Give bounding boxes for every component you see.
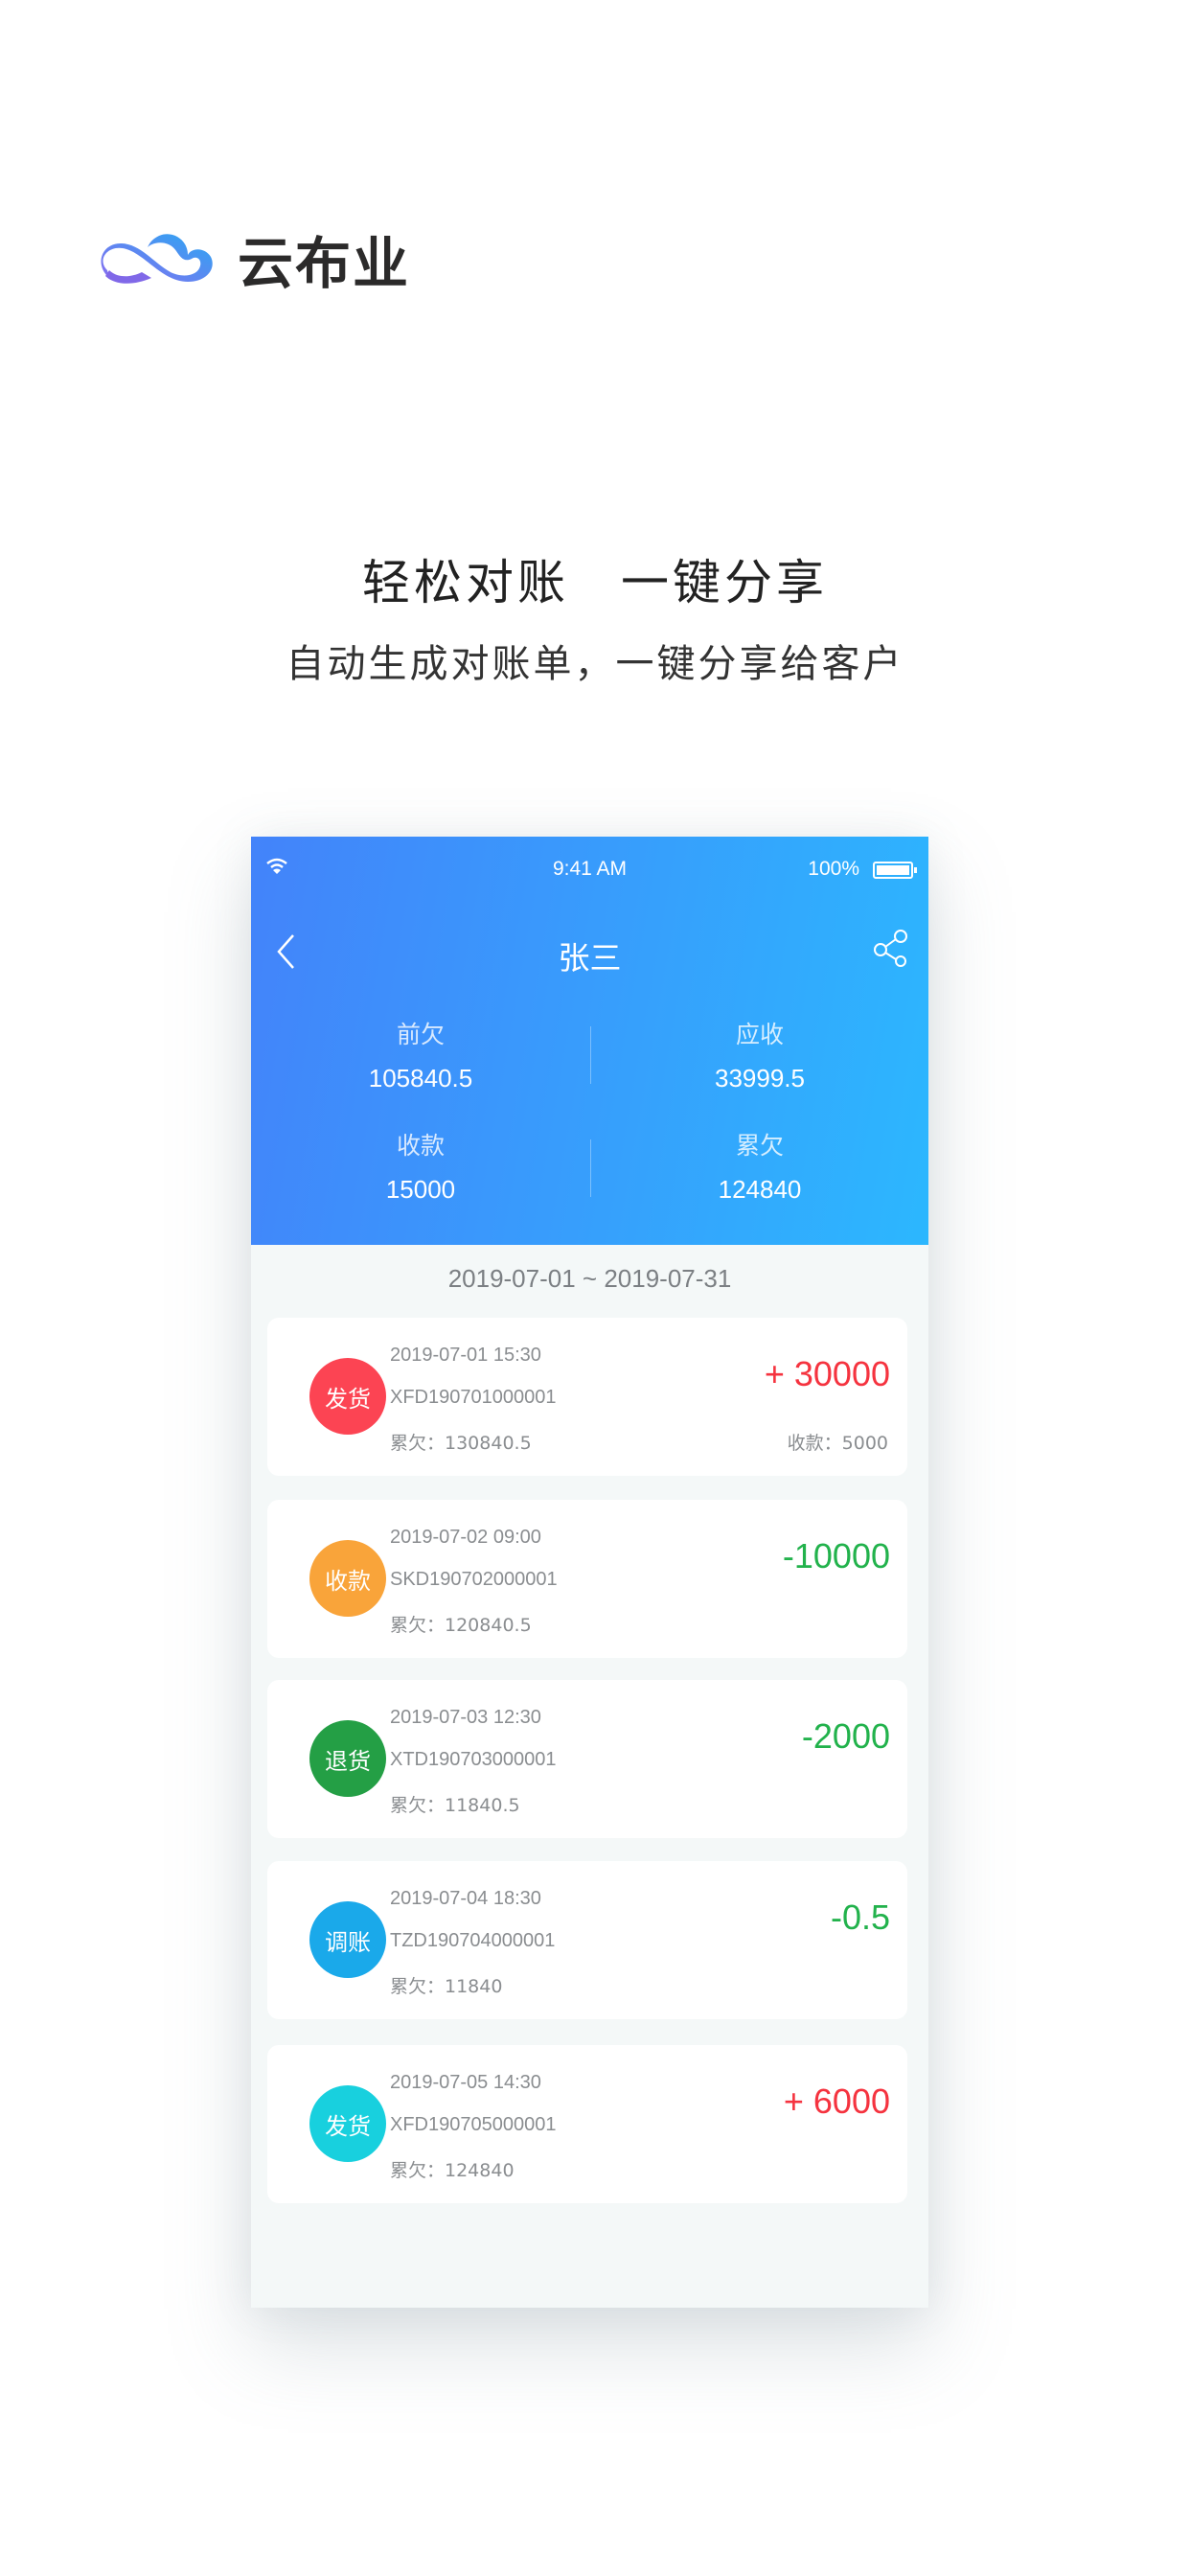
record-amount: -10000: [782, 1536, 890, 1576]
stat-previous-debt: 前欠 105840.5: [251, 1016, 590, 1093]
record-type-badge: 退货: [309, 1720, 386, 1797]
battery-percent: 100%: [808, 858, 859, 880]
record-card[interactable]: 发货 2019-07-01 15:30 XFD190701000001 累欠：1…: [267, 1318, 907, 1476]
cloud-logo-icon: [101, 234, 213, 284]
record-amount: + 6000: [783, 2082, 890, 2121]
divider: [590, 1139, 591, 1197]
record-cumulative: 累欠：124840: [390, 2160, 515, 2181]
record-cumulative: 累欠：130840.5: [390, 1433, 532, 1454]
stat-received: 收款 15000: [251, 1127, 590, 1205]
statement-header: 9:41 AM 100% 张三 前欠 105840.5 应收 33999.5 收款 1…: [251, 837, 928, 1245]
headline: 轻松对账 一键分享: [362, 555, 828, 610]
stat-cumulative-debt: 累欠 124840: [590, 1127, 928, 1205]
stat-label: 收款: [396, 1132, 445, 1160]
divider: [590, 1026, 591, 1084]
record-type-badge: 发货: [309, 1358, 386, 1435]
record-order-no: XFD190705000001: [390, 2114, 557, 2135]
record-amount: -2000: [801, 1716, 890, 1756]
battery-icon: [873, 862, 917, 879]
stat-value: 105840.5: [368, 1064, 473, 1092]
record-card[interactable]: 发货 2019-07-05 14:30 XFD190705000001 累欠：1…: [267, 2045, 907, 2203]
record-cumulative: 累欠：120840.5: [390, 1615, 532, 1636]
record-card[interactable]: 退货 2019-07-03 12:30 XTD190703000001 累欠：1…: [267, 1680, 907, 1838]
record-cumulative: 累欠：11840.5: [390, 1795, 520, 1816]
phone-mockup: 9:41 AM 100% 张三 前欠 105840.5 应收 33999.5 收款 1…: [251, 837, 928, 2308]
record-datetime: 2019-07-05 14:30: [390, 2072, 541, 2093]
wifi-icon: [266, 858, 287, 874]
record-order-no: SKD190702000001: [390, 1569, 558, 1590]
stat-label: 前欠: [396, 1021, 445, 1048]
back-chevron-icon[interactable]: [274, 932, 297, 971]
record-datetime: 2019-07-03 12:30: [390, 1707, 541, 1728]
record-order-no: XTD190703000001: [390, 1749, 557, 1770]
record-order-no: TZD190704000001: [390, 1930, 556, 1951]
record-type-badge: 收款: [309, 1540, 386, 1617]
stat-value: 124840: [718, 1175, 802, 1204]
brand-name: 云布业: [238, 231, 411, 296]
record-type-badge: 调账: [309, 1901, 386, 1978]
record-datetime: 2019-07-04 18:30: [390, 1888, 541, 1909]
record-amount: + 30000: [764, 1354, 890, 1393]
record-card[interactable]: 调账 2019-07-04 18:30 TZD190704000001 累欠：1…: [267, 1861, 907, 2019]
status-bar: 9:41 AM 100%: [251, 837, 928, 903]
status-time: 9:41 AM: [552, 858, 628, 880]
record-cumulative: 累欠：11840: [390, 1976, 503, 1997]
record-datetime: 2019-07-01 15:30: [390, 1345, 541, 1366]
subheadline: 自动生成对账单，一键分享给客户: [286, 642, 904, 686]
record-extra: 收款：5000: [787, 1433, 888, 1454]
record-type-badge: 发货: [309, 2085, 386, 2162]
record-card[interactable]: 收款 2019-07-02 09:00 SKD190702000001 累欠：1…: [267, 1500, 907, 1658]
share-icon[interactable]: [873, 929, 909, 967]
stat-receivable: 应收 33999.5: [590, 1016, 928, 1093]
date-range[interactable]: 2019-07-01 ~ 2019-07-31: [447, 1264, 732, 1293]
stat-value: 33999.5: [715, 1064, 805, 1092]
record-order-no: XFD190701000001: [390, 1387, 557, 1408]
stat-label: 累欠: [735, 1132, 784, 1160]
stat-label: 应收: [735, 1021, 784, 1048]
stat-value: 15000: [385, 1175, 456, 1204]
record-amount: -0.5: [830, 1898, 890, 1937]
record-datetime: 2019-07-02 09:00: [390, 1527, 541, 1548]
brand-logo: 云布业: [96, 218, 410, 299]
page-title: 张三: [558, 939, 622, 977]
